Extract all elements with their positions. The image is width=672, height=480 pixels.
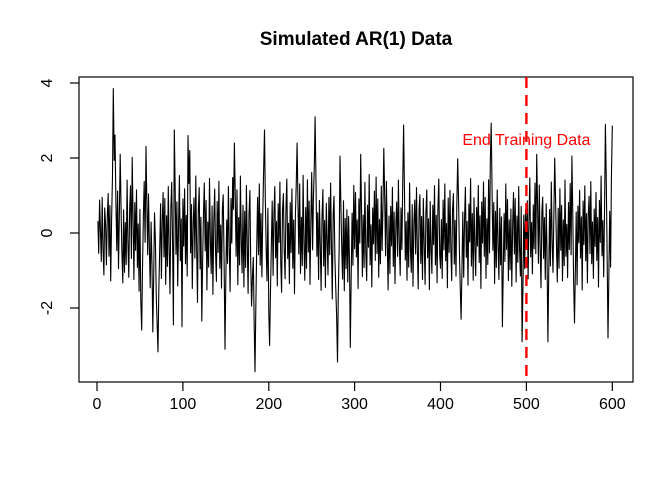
x-tick-label: 200 [255,396,282,413]
x-tick-label: 0 [93,396,102,413]
y-tick-label: 4 [39,78,56,87]
train-split-label: End Training Data [462,132,590,149]
y-tick-label: 2 [39,153,56,162]
x-tick-label: 400 [427,396,454,413]
x-tick-label: 100 [170,396,197,413]
y-tick-label: 0 [39,228,56,237]
x-tick-label: 500 [513,396,540,413]
x-axis: 0 100 200 300 400 500 600 [93,382,626,413]
chart-title: Simulated AR(1) Data [260,29,453,50]
y-tick-label: -2 [39,301,56,315]
y-axis: -2 0 2 4 [39,78,79,315]
plot-box [78,76,634,383]
x-tick-label: 300 [341,396,368,413]
series-line [97,88,613,373]
x-tick-label: 600 [599,396,626,413]
